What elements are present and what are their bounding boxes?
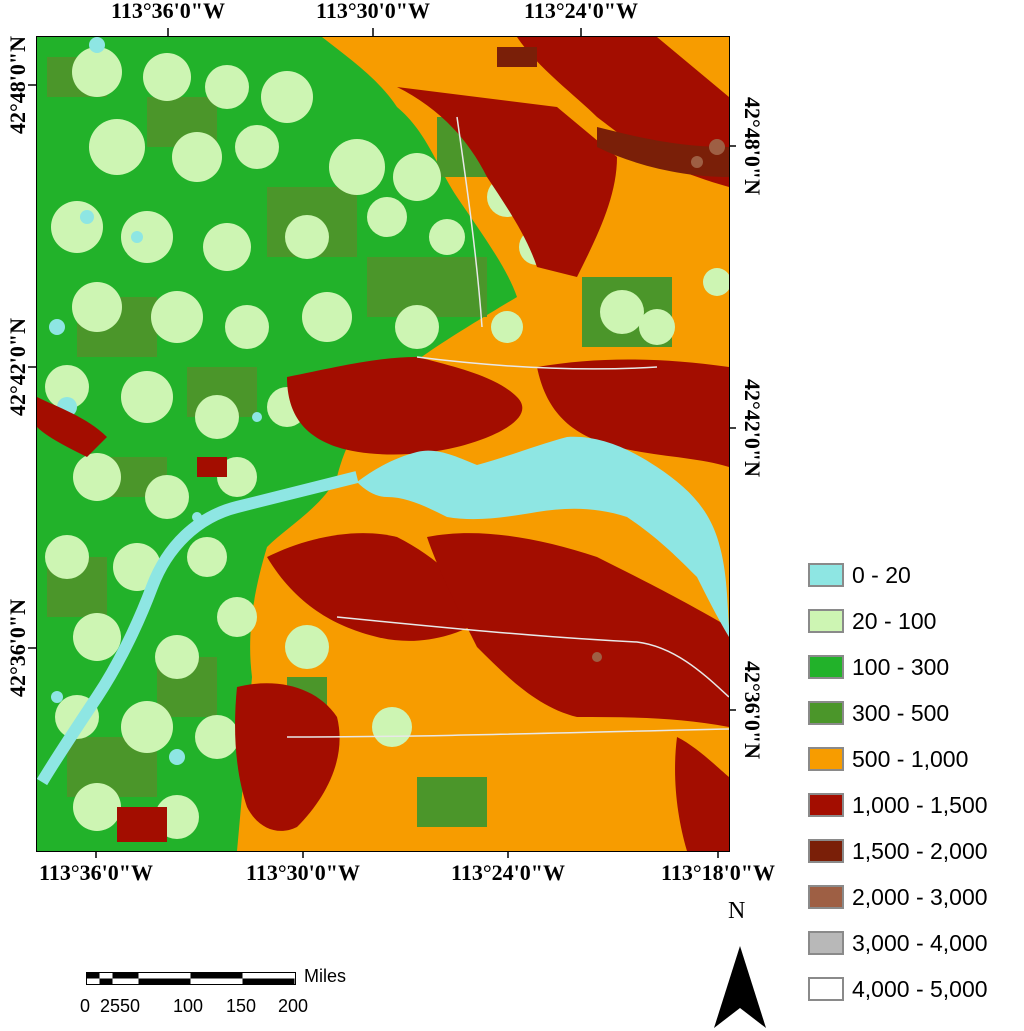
right-axis-label: 42°36'0"N (740, 660, 765, 760)
scale-label: 150 (226, 996, 257, 1016)
road-lines (286, 116, 729, 738)
legend-swatch (808, 977, 844, 1001)
legend-label: 2,000 - 3,000 (852, 883, 988, 910)
bottom-axis-label: 113°24'0"W (451, 860, 565, 885)
legend-swatch (808, 747, 844, 771)
brown-specks (592, 139, 725, 662)
legend-swatch (808, 563, 844, 587)
legend-item: 500 - 1,000 (808, 742, 968, 776)
bottom-axis-label: 113°18'0"W (661, 860, 775, 885)
legend-label: 20 - 100 (852, 607, 937, 634)
legend-label: 100 - 300 (852, 653, 950, 680)
legend-swatch (808, 655, 844, 679)
legend-label: 1,000 - 1,500 (852, 791, 988, 818)
legend-item: 0 - 20 (808, 558, 911, 592)
legend-swatch (808, 609, 844, 633)
legend-label: 500 - 1,000 (852, 745, 969, 772)
reservoir (357, 436, 729, 637)
bottom-axis-label: 113°36'0"W (39, 860, 153, 885)
scale-label: 2550 (100, 996, 141, 1016)
legend-label: 0 - 20 (852, 561, 911, 588)
scale-unit: Miles (304, 966, 347, 986)
dark-red-regions (37, 37, 729, 851)
left-axis-label: 42°48'0"N (5, 35, 30, 135)
left-axis-label: 42°36'0"N (5, 598, 30, 698)
legend-item: 100 - 300 (808, 650, 949, 684)
legend-label: 300 - 500 (852, 699, 950, 726)
legend-item: 300 - 500 (808, 696, 949, 730)
scale-label: 200 (278, 996, 309, 1016)
right-axis-label: 42°48'0"N (740, 96, 765, 196)
right-axis-label: 42°42'0"N (740, 378, 765, 478)
legend-item: 2,000 - 3,000 (808, 880, 988, 914)
north-arrow-label: N (728, 898, 746, 924)
legend-label: 4,000 - 5,000 (852, 975, 988, 1002)
legend-swatch (808, 839, 844, 863)
legend-label: 1,500 - 2,000 (852, 837, 988, 864)
top-axis-label: 113°36'0"W (111, 0, 225, 23)
legend-item: 4,000 - 5,000 (808, 972, 988, 1006)
legend-item: 1,000 - 1,500 (808, 788, 988, 822)
scale-label: 100 (173, 996, 204, 1016)
left-axis-label: 42°42'0"N (5, 317, 30, 417)
legend-item: 1,500 - 2,000 (808, 834, 988, 868)
legend-swatch (808, 793, 844, 817)
legend-swatch (808, 701, 844, 725)
bottom-axis-label: 113°30'0"W (246, 860, 360, 885)
scale-label: 0 (80, 996, 91, 1016)
map-raster (37, 37, 729, 851)
legend-label: 3,000 - 4,000 (852, 929, 988, 956)
land-cover-map[interactable] (36, 36, 730, 852)
river (37, 471, 359, 786)
scale-bar (86, 972, 296, 985)
top-axis-label: 113°24'0"W (524, 0, 638, 23)
legend-swatch (808, 885, 844, 909)
legend-item: 3,000 - 4,000 (808, 926, 988, 960)
top-axis-label: 113°30'0"W (316, 0, 430, 23)
north-arrow-icon (714, 946, 766, 1028)
legend-item: 20 - 100 (808, 604, 936, 638)
legend-swatch (808, 931, 844, 955)
